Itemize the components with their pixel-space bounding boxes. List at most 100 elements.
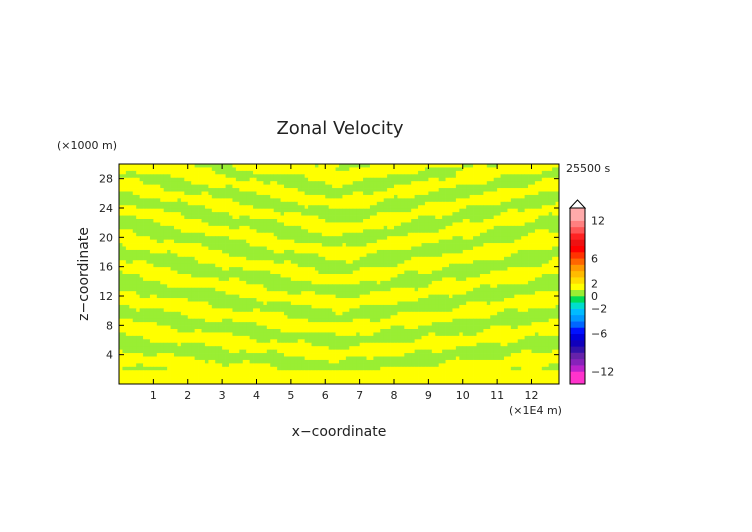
field-cell (208, 239, 213, 244)
field-cell (490, 215, 495, 220)
field-cell (552, 256, 556, 261)
field-cell (222, 232, 226, 237)
field-cell (394, 177, 398, 182)
field-cell (504, 194, 508, 199)
field-cell (455, 177, 460, 182)
field-cell (184, 188, 189, 192)
field-cell (194, 222, 199, 227)
field-cell (452, 291, 457, 295)
field-cell (129, 229, 134, 234)
field-cell (390, 232, 395, 237)
field-cell (342, 263, 347, 268)
field-cell (174, 294, 178, 299)
field-cell (280, 274, 285, 278)
field-cell (349, 294, 354, 299)
field-cell (424, 253, 429, 258)
field-cell (284, 194, 288, 199)
field-cell (211, 222, 216, 227)
field-cell (435, 229, 440, 234)
field-cell (321, 263, 326, 268)
field-cell (129, 205, 134, 210)
field-cell (153, 260, 158, 265)
field-cell (517, 174, 522, 179)
field-cell (438, 170, 443, 175)
field-cell (308, 267, 312, 271)
field-cell (211, 170, 216, 175)
field-cell (294, 253, 299, 258)
field-cell (548, 188, 553, 192)
field-cell (369, 267, 374, 271)
field-cell (174, 267, 178, 271)
field-cell (555, 263, 560, 268)
field-cell (500, 260, 505, 265)
field-cell (194, 167, 199, 172)
field-cell (394, 201, 398, 206)
field-cell (424, 274, 429, 278)
field-cell (545, 270, 550, 275)
field-cell (380, 222, 385, 227)
field-cell (218, 174, 223, 179)
field-cell (531, 236, 536, 240)
field-cell (194, 284, 199, 289)
field-cell (235, 239, 240, 244)
field-cell (366, 263, 371, 268)
field-cell (524, 243, 529, 247)
field-cell (132, 284, 137, 289)
field-cell (534, 243, 539, 247)
field-cell (349, 225, 354, 230)
field-cell (311, 177, 316, 182)
field-cell (507, 249, 512, 254)
field-cell (201, 277, 206, 282)
field-cell (449, 174, 453, 179)
field-cell (163, 246, 168, 251)
field-cell (445, 201, 450, 206)
field-cell (342, 280, 347, 285)
field-cell (383, 164, 388, 168)
field-cell (493, 246, 498, 251)
field-cell (442, 167, 446, 172)
field-cell (225, 174, 230, 179)
field-cell (435, 232, 440, 237)
field-cell (139, 164, 144, 168)
field-cell (149, 164, 154, 168)
field-cell (363, 181, 367, 185)
field-cell (222, 219, 226, 223)
field-cell (442, 236, 446, 240)
field-cell (356, 225, 360, 230)
field-cell (548, 260, 553, 265)
field-cell (345, 256, 350, 261)
field-cell (194, 174, 199, 179)
field-cell (222, 194, 226, 199)
field-cell (455, 194, 460, 199)
field-cell (294, 167, 299, 172)
field-cell (493, 208, 498, 213)
field-cell (373, 256, 378, 261)
field-cell (555, 205, 560, 210)
field-cell (290, 181, 295, 185)
field-cell (531, 256, 536, 261)
field-cell (500, 215, 505, 220)
field-cell (473, 201, 477, 206)
field-cell (177, 164, 182, 168)
field-cell (208, 208, 213, 213)
field-cell (366, 201, 371, 206)
field-cell (383, 194, 388, 199)
field-cell (194, 194, 199, 199)
field-cell (500, 291, 505, 295)
field-cell (531, 270, 536, 275)
field-cell (149, 246, 154, 251)
field-cell (314, 287, 319, 292)
field-cell (201, 194, 206, 199)
field-cell (256, 294, 261, 299)
field-cell (500, 208, 505, 213)
field-cell (119, 201, 123, 206)
field-cell (218, 208, 223, 213)
field-cell (524, 260, 529, 265)
field-cell (424, 277, 429, 282)
field-cell (490, 243, 495, 247)
field-cell (143, 208, 147, 213)
field-cell (521, 184, 525, 189)
field-cell (225, 239, 230, 244)
field-cell (380, 239, 385, 244)
field-cell (383, 280, 388, 285)
